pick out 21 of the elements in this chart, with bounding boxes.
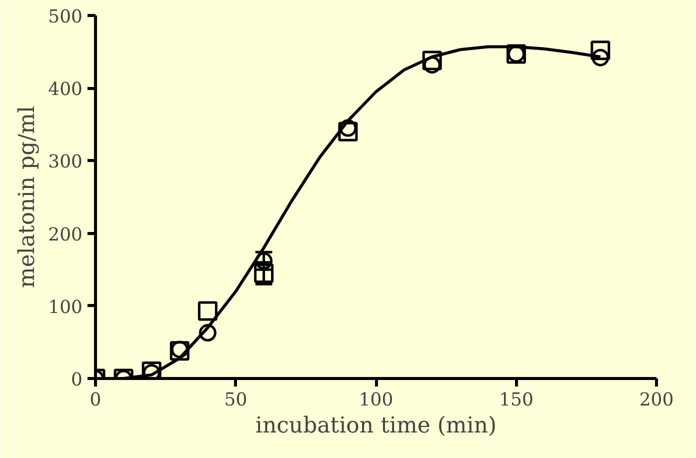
x-tick-label: 200 bbox=[639, 390, 674, 410]
point bbox=[339, 119, 357, 137]
x-tick-label: 0 bbox=[90, 390, 102, 410]
point bbox=[592, 48, 610, 66]
x-axis-title: incubation time (min) bbox=[255, 414, 497, 438]
point bbox=[338, 122, 358, 142]
y-tick-label: 500 bbox=[48, 6, 83, 28]
y-tick-label: 100 bbox=[48, 296, 83, 318]
point bbox=[198, 301, 218, 321]
y-tick-label: 0 bbox=[71, 370, 82, 390]
x-tick-label: 100 bbox=[358, 390, 394, 410]
y-tick-label: 300 bbox=[48, 152, 83, 173]
point bbox=[198, 324, 216, 342]
y-tick-label: 400 bbox=[48, 79, 83, 100]
y-axis-title: melatonin pg/ml bbox=[15, 106, 40, 288]
point bbox=[423, 56, 441, 74]
y-tick-label: 200 bbox=[48, 224, 83, 246]
x-tick-label: 50 bbox=[224, 390, 248, 410]
x-tick-label: 150 bbox=[499, 390, 534, 410]
point bbox=[422, 50, 442, 70]
point bbox=[590, 40, 610, 60]
